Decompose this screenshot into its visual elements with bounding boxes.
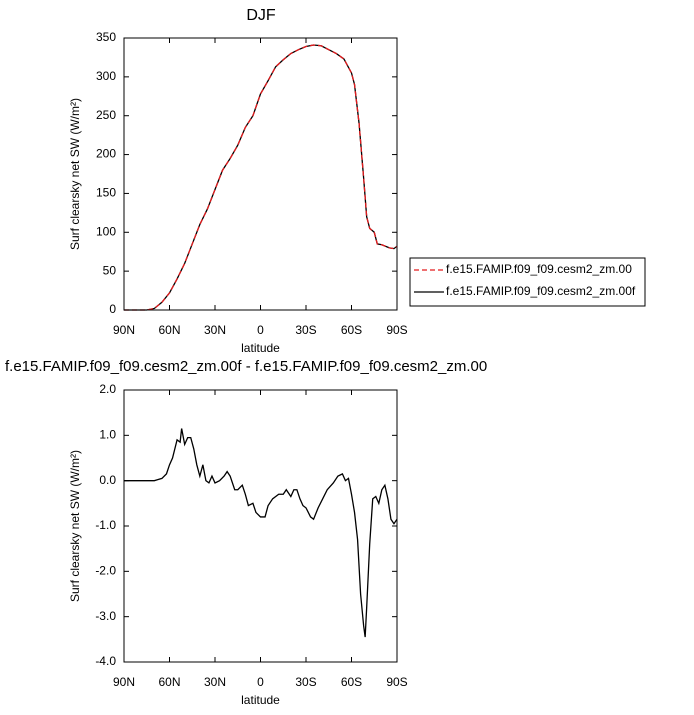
series-line [124,428,398,638]
x-axis-label: latitude [241,693,280,707]
legend-label: f.e15.FAMIP.f09_f09.cesm2_zm.00f [446,284,636,298]
y-tick-label: -4.0 [95,654,116,668]
x-tick-label: 60S [341,675,362,689]
y-tick-label: 350 [96,30,116,44]
plot-frame [123,37,398,311]
y-tick-label: 250 [96,108,116,122]
x-tick-label: 90S [386,675,407,689]
y-tick-label: 150 [96,186,116,200]
chart-title: f.e15.FAMIP.f09_f09.cesm2_zm.00f - f.e15… [5,358,487,375]
y-tick-label: 50 [103,263,117,277]
x-tick-label: 60N [158,675,180,689]
y-tick-label: 2.0 [99,382,116,396]
x-tick-label: 0 [257,675,264,689]
y-axis-label: Surf clearsky net SW (W/m²) [68,450,82,602]
y-tick-label: 1.0 [99,428,116,442]
x-tick-label: 30N [204,323,226,337]
x-tick-label: 30N [204,675,226,689]
y-axis-label: Surf clearsky net SW (W/m²) [68,98,82,250]
x-tick-label: 90N [113,675,135,689]
y-tick-label: 300 [96,69,116,83]
x-tick-label: 90S [386,323,407,337]
series-line [124,44,398,311]
y-tick-label: 0 [109,302,116,316]
x-tick-label: 60S [341,323,362,337]
x-tick-label: 30S [295,323,316,337]
x-tick-label: 60N [158,323,180,337]
legend-box [409,257,646,307]
y-tick-label: 100 [96,224,116,238]
y-tick-label: -1.0 [95,518,116,532]
chart-title: DJF [246,7,276,24]
x-axis-label: latitude [241,341,280,355]
legend-label: f.e15.FAMIP.f09_f09.cesm2_zm.00 [446,262,632,276]
x-tick-label: 0 [257,323,264,337]
x-tick-label: 30S [295,675,316,689]
y-tick-label: -2.0 [95,564,116,578]
series-line [124,44,398,311]
x-tick-label: 90N [113,323,135,337]
y-tick-label: 0.0 [99,473,116,487]
y-tick-label: 200 [96,147,116,161]
y-tick-label: -3.0 [95,609,116,623]
